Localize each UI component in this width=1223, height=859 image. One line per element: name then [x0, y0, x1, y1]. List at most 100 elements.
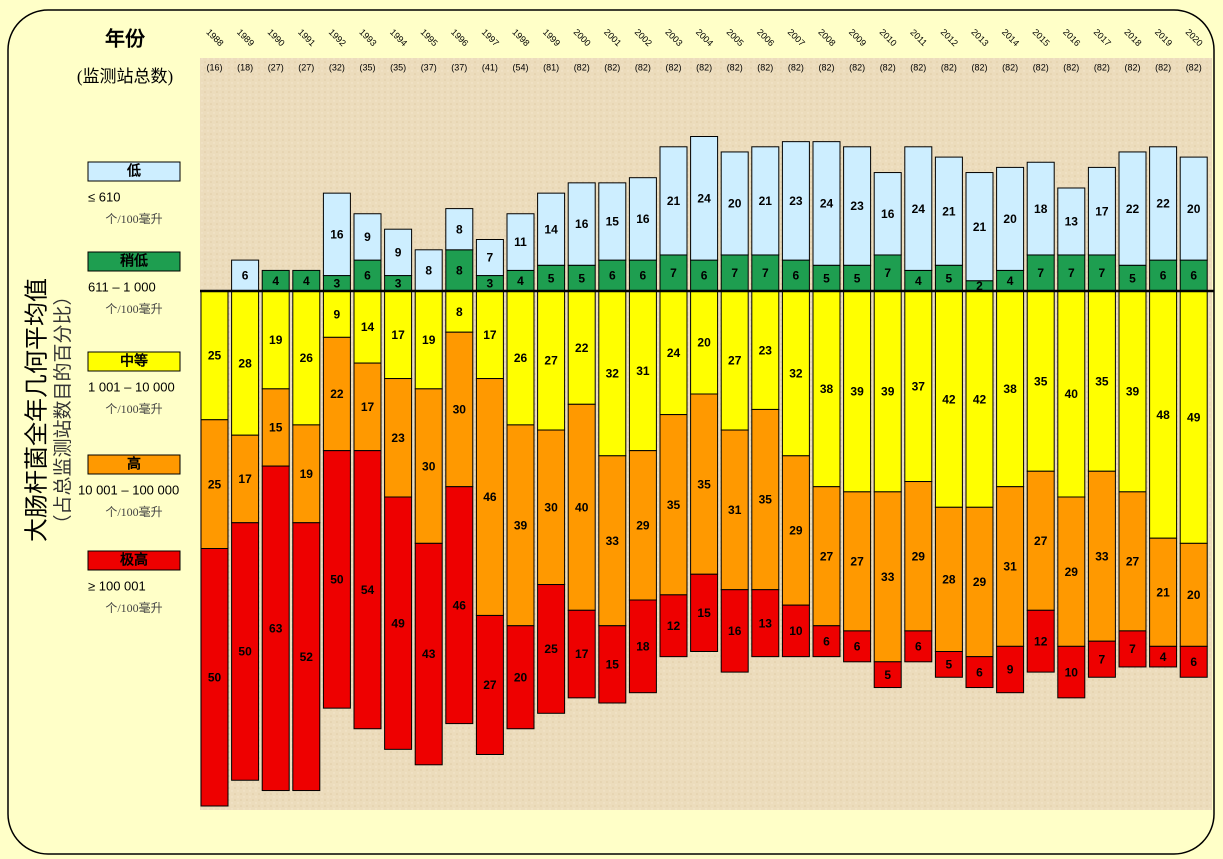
segment-label: 16 — [575, 217, 589, 231]
segment-label: 30 — [453, 403, 467, 417]
bar-segment — [904, 146, 933, 271]
segment-label: 7 — [884, 266, 891, 280]
bar-segment — [414, 290, 443, 390]
segment-label: 17 — [1095, 204, 1109, 218]
bar-segment — [628, 599, 657, 694]
segment-label: 6 — [609, 269, 616, 283]
bar-segment — [231, 290, 260, 436]
count-label: (82) — [1063, 62, 1079, 72]
legend-swatch — [87, 454, 181, 475]
segment-label: 32 — [606, 367, 620, 381]
bar-segment — [567, 609, 596, 699]
bar-segment — [200, 419, 229, 549]
bar-segment — [414, 542, 443, 766]
bar-segment — [1087, 290, 1116, 472]
segment-label: 8 — [456, 264, 463, 278]
segment-label: 33 — [881, 570, 895, 584]
segment-label: 4 — [915, 274, 922, 288]
segment-label: 26 — [300, 351, 314, 365]
bar-segment — [384, 496, 413, 750]
bar-segment — [506, 290, 535, 426]
segment-label: 40 — [575, 500, 589, 514]
count-label: (82) — [604, 62, 620, 72]
segment-label: 6 — [823, 634, 830, 648]
segment-label: 6 — [364, 269, 371, 283]
segment-label: 32 — [789, 367, 803, 381]
bar-segment — [1026, 609, 1055, 673]
bar-segment — [1057, 496, 1086, 647]
count-label: (18) — [237, 62, 253, 72]
segment-label: 27 — [1126, 555, 1140, 569]
legend-swatch — [87, 550, 181, 571]
count-label: (35) — [390, 62, 406, 72]
bar-segment — [812, 141, 841, 266]
bar-segment — [628, 177, 657, 261]
count-label: (82) — [818, 62, 834, 72]
bar-segment — [322, 450, 351, 709]
legend-unit: 个/100毫升 — [105, 301, 162, 316]
bar-segment — [628, 290, 657, 452]
bar-segment — [751, 290, 780, 410]
segment-label: 31 — [636, 364, 650, 378]
legend-range: 10 001 – 100 000 — [78, 482, 179, 497]
legend-range: ≥ 100 001 — [88, 578, 146, 593]
bar-segment — [445, 486, 474, 725]
segment-label: 35 — [697, 477, 711, 491]
segment-label: 12 — [1034, 634, 1048, 648]
segment-label: 6 — [242, 269, 249, 283]
segment-label: 20 — [728, 197, 742, 211]
segment-label: 17 — [575, 647, 589, 661]
segment-label: 4 — [517, 274, 524, 288]
segment-label: 48 — [1156, 408, 1170, 422]
segment-label: 6 — [915, 640, 922, 654]
segment-label: 20 — [1187, 588, 1201, 602]
bar-segment — [322, 290, 351, 338]
segment-label: 9 — [364, 230, 371, 244]
segment-label: 7 — [1068, 266, 1075, 280]
segment-label: 3 — [487, 276, 494, 290]
segment-label: 3 — [395, 276, 402, 290]
bar-segment — [231, 434, 260, 524]
bar-segment — [475, 239, 504, 277]
bar-segment — [934, 651, 963, 678]
segment-label: 5 — [884, 668, 891, 682]
count-label: (82) — [910, 62, 926, 72]
segment-label: 30 — [544, 500, 558, 514]
bar-segment — [1179, 290, 1208, 544]
segment-label: 54 — [361, 583, 375, 597]
segment-label: 35 — [1095, 374, 1109, 388]
segment-label: 31 — [1003, 560, 1017, 574]
bar-segment — [261, 388, 290, 467]
segment-label: 35 — [667, 498, 681, 512]
segment-label: 43 — [422, 647, 436, 661]
segment-label: 5 — [946, 271, 953, 285]
segment-label: 28 — [238, 356, 252, 370]
segment-label: 19 — [422, 333, 436, 347]
segment-label: 31 — [728, 503, 742, 517]
bar-segment — [751, 589, 780, 658]
bar-segment — [751, 146, 780, 256]
segment-label: 3 — [334, 276, 341, 290]
segment-label: 6 — [854, 640, 861, 654]
bar-segment — [996, 486, 1025, 647]
bar-segment — [475, 378, 504, 616]
legend-name: 高 — [127, 456, 141, 472]
segment-label: 14 — [544, 222, 558, 236]
segment-label: 39 — [514, 518, 528, 532]
count-label: (82) — [635, 62, 651, 72]
segment-label: 16 — [881, 207, 895, 221]
bar-segment — [475, 614, 504, 756]
segment-label: 37 — [912, 379, 926, 393]
bar-segment — [445, 249, 474, 292]
segment-label: 24 — [667, 346, 681, 360]
segment-label: 24 — [912, 202, 926, 216]
bar-segment — [843, 290, 872, 493]
bar-segment — [1057, 645, 1086, 699]
segment-label: 20 — [514, 670, 528, 684]
bar-segment — [1057, 254, 1086, 292]
segment-label: 38 — [1003, 382, 1017, 396]
segment-label: 27 — [544, 354, 558, 368]
segment-label: 26 — [514, 351, 528, 365]
bar-segment — [873, 172, 902, 256]
bar-segment — [322, 336, 351, 452]
